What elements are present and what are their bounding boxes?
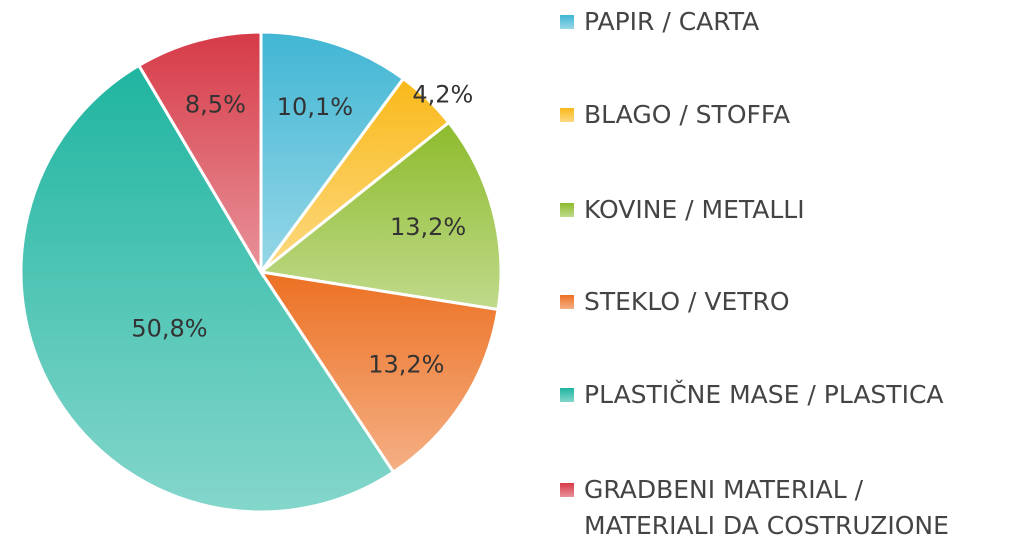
- legend-label: GRADBENI MATERIAL / MATERIALI DA COSTRUZ…: [584, 475, 949, 540]
- legend-swatch: [560, 388, 574, 402]
- data-label: 13,2%: [390, 213, 466, 241]
- legend-label: KOVINE / METALLI: [584, 195, 805, 224]
- legend-label: BLAGO / STOFFA: [584, 100, 791, 129]
- data-label: 4,2%: [412, 81, 473, 109]
- legend-swatch: [560, 295, 574, 309]
- legend-item: PAPIR / CARTA: [560, 4, 989, 40]
- legend-item: STEKLO / VETRO: [560, 284, 989, 320]
- data-label: 10,1%: [277, 93, 353, 121]
- data-label: 8,5%: [185, 90, 246, 118]
- pie-slice: [257, 269, 500, 475]
- legend-swatch: [560, 108, 574, 122]
- legend-item: PLASTIČNE MASE / PLASTICA: [560, 377, 989, 413]
- legend-item: KOVINE / METALLI: [560, 192, 989, 228]
- legend-item: BLAGO / STOFFA: [560, 97, 989, 133]
- legend-item: GRADBENI MATERIAL / MATERIALI DA COSTRUZ…: [560, 472, 989, 541]
- data-label: 50,8%: [131, 314, 207, 342]
- pie: 10,1% 4,2% 13,2% 13,2% 50,8% 8,5%: [19, 30, 503, 514]
- pie-slice: [19, 63, 396, 514]
- legend-label: PAPIR / CARTA: [584, 7, 760, 36]
- legend-swatch: [560, 483, 574, 497]
- legend-label: PLASTIČNE MASE / PLASTICA: [584, 380, 944, 409]
- legend-swatch: [560, 203, 574, 217]
- legend-swatch: [560, 15, 574, 29]
- pie-slice: [259, 30, 406, 277]
- legend-label: STEKLO / VETRO: [584, 287, 790, 316]
- data-label: 13,2%: [368, 351, 444, 379]
- pie-slice: [136, 30, 263, 278]
- pie-slice: [257, 120, 503, 312]
